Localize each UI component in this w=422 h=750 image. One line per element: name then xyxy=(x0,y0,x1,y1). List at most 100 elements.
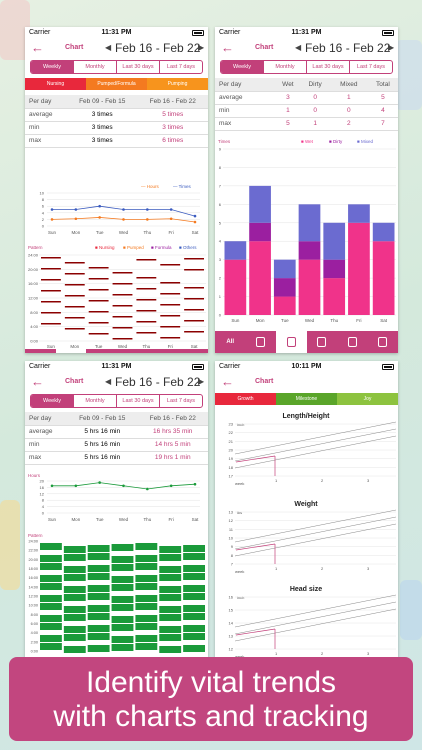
bottom-tab-bar: All xyxy=(215,331,398,353)
data-point-hours xyxy=(74,217,78,221)
y-tick-label: 13 xyxy=(229,634,234,639)
back-arrow-icon[interactable]: ← xyxy=(31,40,44,55)
tab-sleep[interactable] xyxy=(117,349,148,353)
pattern-mark xyxy=(160,315,181,317)
table-row: min 3 times 3 times xyxy=(25,121,208,135)
period-weekly[interactable]: Weekly xyxy=(31,61,73,73)
sleep-block xyxy=(135,583,158,590)
x-tick-label: Wed xyxy=(119,517,129,522)
period-last-30[interactable]: Last 30 days xyxy=(116,395,159,407)
sleep-block xyxy=(87,593,110,600)
tab-share[interactable] xyxy=(178,349,209,353)
period-monthly[interactable]: Monthly xyxy=(73,395,116,407)
sleep-block xyxy=(40,563,62,570)
period-weekly[interactable]: Weekly xyxy=(31,395,73,407)
y-tick-label: 9 xyxy=(231,544,234,549)
bar-mixed xyxy=(298,204,321,242)
sleep-pattern-chart: Pattern 24:00 22:00 20:00 18:00 16:00 14:00 12:… xyxy=(28,533,205,654)
sleep-block xyxy=(63,606,86,613)
period-weekly[interactable]: Weekly xyxy=(221,61,263,73)
pattern-mark xyxy=(88,267,109,269)
baby-growth-line xyxy=(235,628,276,636)
pattern-mark xyxy=(41,290,61,292)
y-tick-label: 13 xyxy=(229,510,234,515)
pattern-mark xyxy=(184,269,204,271)
data-point xyxy=(50,484,54,488)
sleep-block xyxy=(111,544,134,551)
period-monthly[interactable]: Monthly xyxy=(73,61,116,73)
data-point xyxy=(122,484,125,488)
tab-milestone[interactable] xyxy=(337,331,368,353)
feeding-stats-table: Per day Feb 09 - Feb 15 Feb 16 - Feb 22 av… xyxy=(25,95,208,148)
tab-milestone[interactable]: Milestone xyxy=(276,393,337,405)
data-point-times xyxy=(74,208,78,211)
tab-diaper[interactable] xyxy=(86,349,117,353)
period-last-30[interactable]: Last 30 days xyxy=(306,61,349,73)
prev-range-icon[interactable]: ◀ xyxy=(105,43,112,52)
x-tick-label: Sun xyxy=(231,318,240,323)
period-last-30[interactable]: Last 30 days xyxy=(116,61,159,73)
y-tick-label: 1 xyxy=(219,294,222,299)
sleep-block xyxy=(183,573,205,580)
period-last-7[interactable]: Last 7 days xyxy=(159,61,202,73)
tab-all[interactable]: All xyxy=(25,349,56,353)
legend-item: ■ Pumped xyxy=(123,245,144,250)
x-tick-label: Sun xyxy=(48,517,57,522)
bottom-tab-bar: All xyxy=(25,349,208,353)
bar-wet xyxy=(224,259,247,315)
y-tick-label: 6:00 xyxy=(31,622,38,626)
y-tick-label: 20 xyxy=(40,479,45,484)
sleep-block xyxy=(183,633,205,640)
tab-pumping[interactable]: Pumping xyxy=(147,78,208,90)
tab-sleep[interactable] xyxy=(307,331,338,353)
bar-mixed xyxy=(372,222,395,242)
y-tick-label: 2 xyxy=(219,276,222,281)
data-point xyxy=(146,487,149,491)
x-tick-label: Tue xyxy=(95,344,103,349)
pattern-mark xyxy=(41,257,61,259)
x-axis-label: week xyxy=(235,481,244,486)
growth-chart-title: Length/Height xyxy=(282,413,330,420)
tab-share[interactable] xyxy=(368,331,399,353)
y-tick-label: 7 xyxy=(219,183,222,188)
tab-all[interactable]: All xyxy=(226,339,235,345)
tab-feeding[interactable] xyxy=(246,331,277,353)
y-tick-label: 20:00 xyxy=(28,267,39,272)
tab-milestone[interactable] xyxy=(147,349,178,353)
tab-growth[interactable]: Growth xyxy=(215,393,276,405)
back-arrow-icon[interactable]: ← xyxy=(221,374,234,389)
x-tick-label: Thu xyxy=(142,344,150,349)
period-monthly[interactable]: Monthly xyxy=(263,61,306,73)
sleep-block xyxy=(111,636,134,643)
next-range-icon[interactable]: ▶ xyxy=(198,377,205,386)
y-tick-label: 16:00 xyxy=(28,576,38,580)
background-block xyxy=(0,500,20,590)
y-tick-label: 4 xyxy=(42,504,45,509)
date-range: Feb 16 - Feb 22 xyxy=(115,375,201,389)
prev-range-icon[interactable]: ◀ xyxy=(105,377,112,386)
pattern-mark xyxy=(41,323,61,325)
back-arrow-icon[interactable]: ← xyxy=(31,374,44,389)
back-arrow-icon[interactable]: ← xyxy=(221,40,234,55)
pattern-mark xyxy=(88,333,109,335)
tab-diaper[interactable] xyxy=(276,331,307,353)
tab-joy[interactable]: Joy xyxy=(337,393,398,405)
pattern-mark xyxy=(112,338,133,340)
next-range-icon[interactable]: ▶ xyxy=(198,43,205,52)
period-last-7[interactable]: Last 7 days xyxy=(159,395,202,407)
x-axis-label: week xyxy=(235,654,244,659)
percentile-line xyxy=(234,435,397,469)
pattern-mark xyxy=(41,268,61,270)
prev-range-icon[interactable]: ◀ xyxy=(295,43,302,52)
y-tick-label: 22:00 xyxy=(28,549,38,553)
sleep-block xyxy=(111,556,134,563)
period-last-7[interactable]: Last 7 days xyxy=(349,61,392,73)
tab-nursing[interactable]: Nursing xyxy=(25,78,86,90)
diaper-chart-screen: Carrier 11:31 PM ← Chart ◀ Feb 16 - Feb … xyxy=(215,27,398,353)
next-range-icon[interactable]: ▶ xyxy=(388,43,395,52)
sleep-block xyxy=(183,553,205,560)
tab-pumped-formula[interactable]: Pumped/Formula xyxy=(86,78,147,90)
percentile-line xyxy=(234,509,397,543)
tab-feeding[interactable] xyxy=(55,349,86,353)
